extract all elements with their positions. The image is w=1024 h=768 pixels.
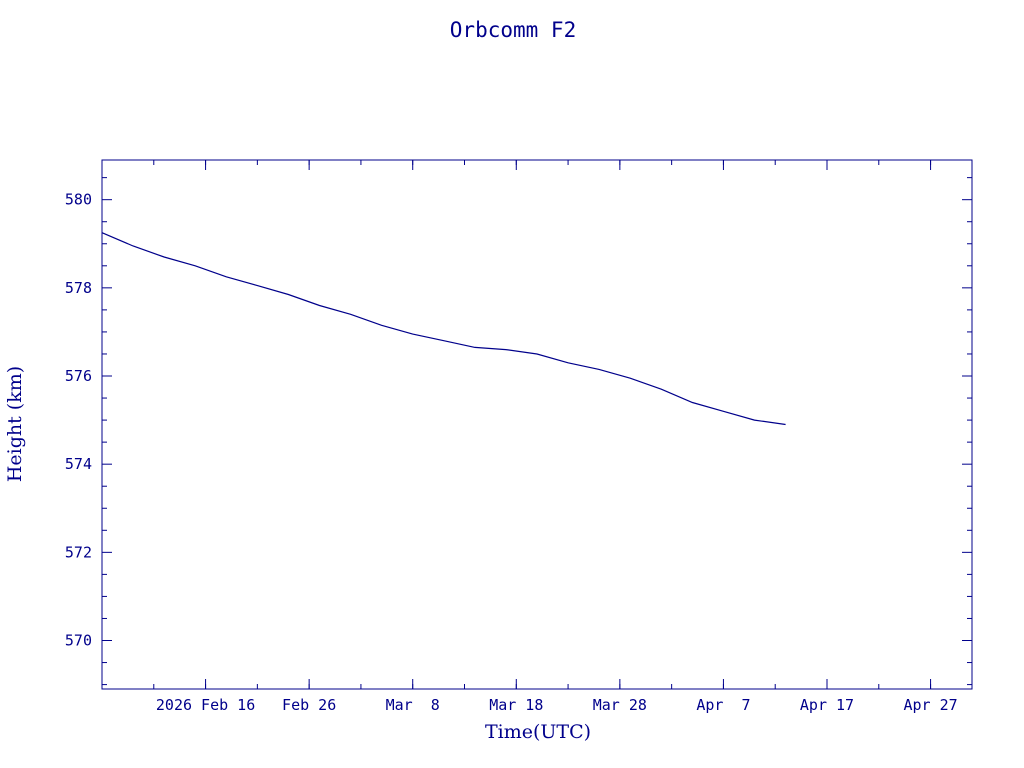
x-tick-label: Mar 28: [593, 696, 647, 714]
x-tick-label: Feb 26: [282, 696, 336, 714]
chart-title: Orbcomm F2: [450, 18, 576, 42]
y-tick-label: 572: [65, 543, 92, 561]
y-tick-label: 576: [65, 367, 92, 385]
axis-ticks: [101, 160, 972, 689]
y-tick-label: 578: [65, 279, 92, 297]
height-series-line: [101, 232, 786, 426]
x-tick-label: Mar 18: [489, 696, 543, 714]
plot-frame: [101, 159, 973, 690]
x-tick-label: Apr 17: [800, 696, 854, 714]
series-layer: [101, 232, 786, 426]
y-tick-label: 570: [65, 632, 92, 650]
y-axis-label: Height (km): [4, 366, 26, 482]
tick-labels: 2026 Feb 16 Feb 26 Mar 8 Mar 18 Mar 28 Apr 7 A…: [65, 191, 958, 714]
y-tick-label: 574: [65, 455, 92, 473]
x-tick-label: 2026 Feb 16: [156, 696, 255, 714]
x-tick-label: Mar 8: [386, 696, 440, 714]
x-tick-label: Apr 7: [696, 696, 750, 714]
x-tick-label: Apr 27: [903, 696, 957, 714]
x-axis-label: Time(UTC): [485, 721, 591, 743]
y-tick-label: 580: [65, 191, 92, 209]
